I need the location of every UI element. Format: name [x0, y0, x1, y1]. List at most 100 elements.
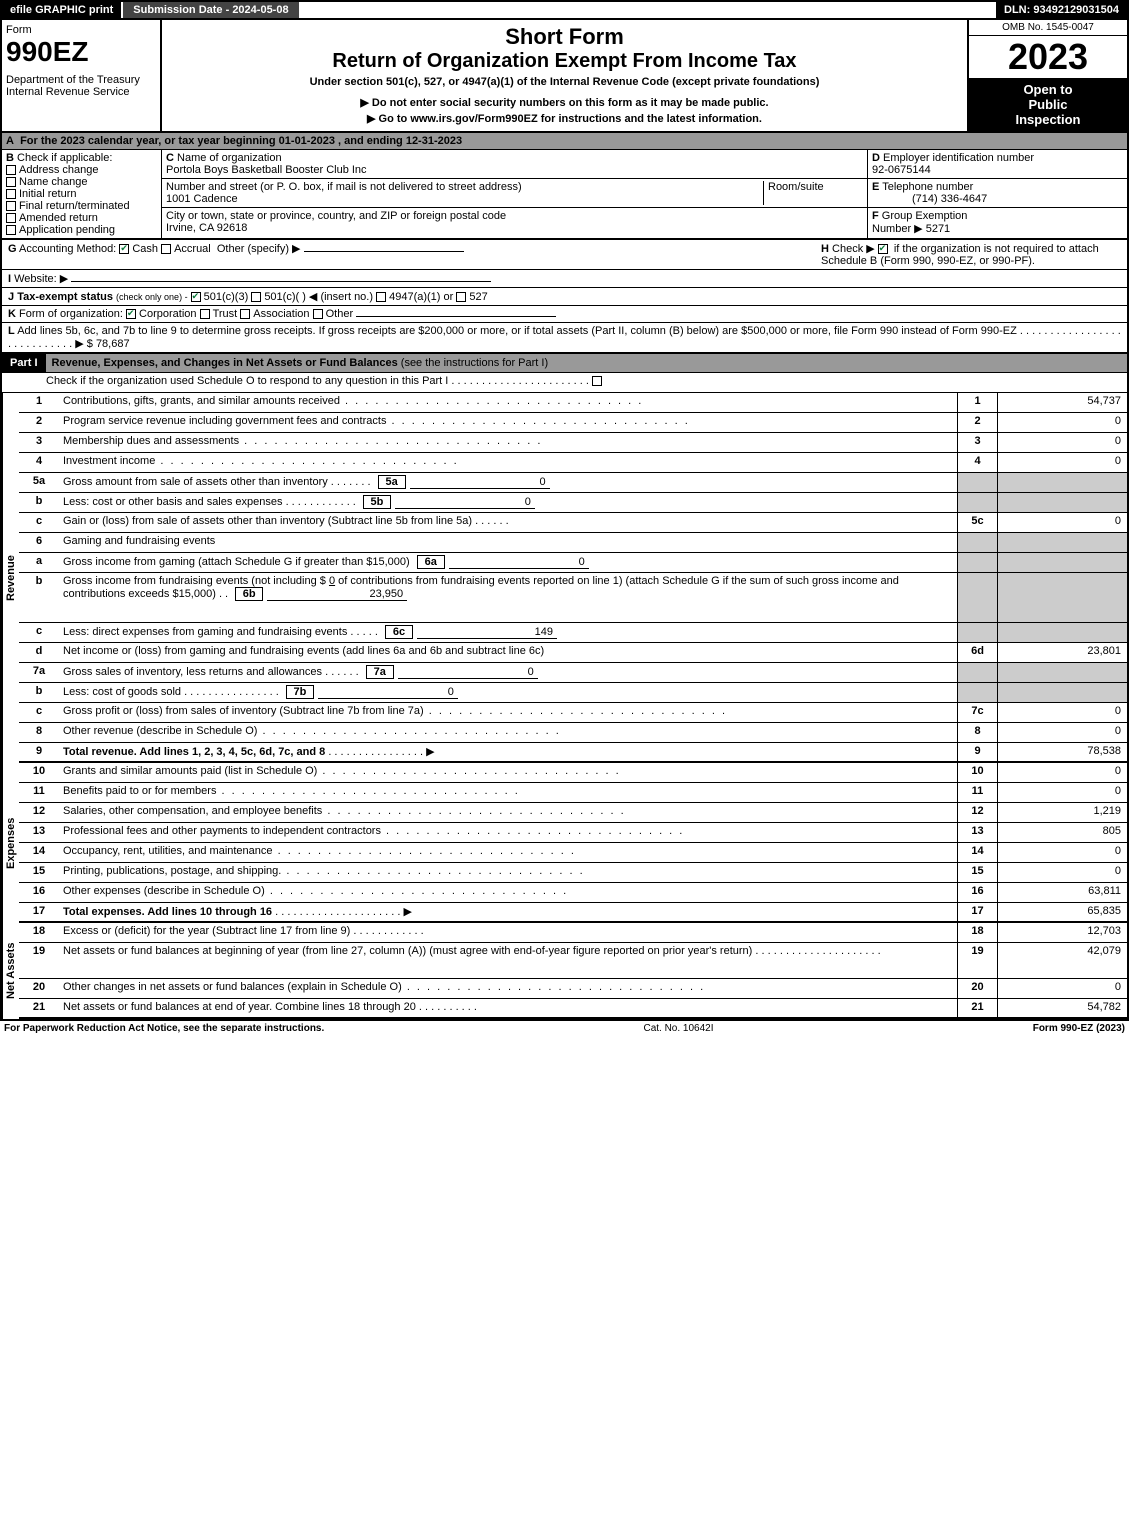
cash-checkbox[interactable]: [119, 244, 129, 254]
address-change-checkbox[interactable]: [6, 165, 16, 175]
final-return-checkbox[interactable]: [6, 201, 16, 211]
line-6b-key: 6b: [235, 587, 263, 601]
accrual-label: Accrual: [174, 243, 211, 255]
line-19-desc: Net assets or fund balances at beginning…: [63, 945, 752, 957]
line-17-amt: 65,835: [997, 903, 1127, 921]
line-6d: dNet income or (loss) from gaming and fu…: [19, 643, 1127, 663]
line-5a-desc: Gross amount from sale of assets other t…: [63, 476, 328, 488]
name-change-label: Name change: [19, 176, 88, 188]
ssn-warning: ▶ Do not enter social security numbers o…: [166, 96, 963, 109]
corporation-checkbox[interactable]: [126, 309, 136, 319]
line-16-amt: 63,811: [997, 883, 1127, 902]
k-label: Form of organization:: [19, 308, 123, 320]
line-2-amt: 0: [997, 413, 1127, 432]
line-20-num: 20: [957, 979, 997, 998]
line-6c-val: 149: [417, 626, 557, 639]
line-6b-val: 23,950: [267, 588, 407, 601]
line-2-desc: Program service revenue including govern…: [63, 415, 386, 427]
goto-link[interactable]: ▶ Go to www.irs.gov/Form990EZ for instru…: [166, 112, 963, 125]
line-18-amt: 12,703: [997, 923, 1127, 942]
other-org-checkbox[interactable]: [313, 309, 323, 319]
d-label: Employer identification number: [883, 152, 1034, 164]
dept-treasury: Department of the Treasury: [6, 74, 156, 86]
line-5c-num: 5c: [957, 513, 997, 532]
other-org-input[interactable]: [356, 316, 556, 317]
line-1: 1Contributions, gifts, grants, and simil…: [19, 393, 1127, 413]
line-6c-desc: Less: direct expenses from gaming and fu…: [63, 626, 347, 638]
line-6d-num: 6d: [957, 643, 997, 662]
association-checkbox[interactable]: [240, 309, 250, 319]
line-18-desc: Excess or (deficit) for the year (Subtra…: [63, 925, 350, 937]
i-label: Website: ▶: [14, 273, 68, 285]
line-15-amt: 0: [997, 863, 1127, 882]
line-8-num: 8: [957, 723, 997, 742]
line-18: 18Excess or (deficit) for the year (Subt…: [19, 923, 1127, 943]
open-to-public: Open to Public Inspection: [969, 78, 1127, 131]
line-6b-desc1: Gross income from fundraising events (no…: [63, 575, 326, 587]
line-3-num: 3: [957, 433, 997, 452]
f-label2: Number ▶: [872, 223, 923, 235]
line-4: 4Investment income40: [19, 453, 1127, 473]
accrual-checkbox[interactable]: [161, 244, 171, 254]
cash-label: Cash: [132, 243, 158, 255]
line-19-amt: 42,079: [997, 943, 1127, 978]
application-pending-checkbox[interactable]: [6, 225, 16, 235]
line-11-num: 11: [957, 783, 997, 802]
initial-return-checkbox[interactable]: [6, 189, 16, 199]
line-8-amt: 0: [997, 723, 1127, 742]
line-6c: cLess: direct expenses from gaming and f…: [19, 623, 1127, 643]
line-7a-desc: Gross sales of inventory, less returns a…: [63, 666, 322, 678]
footer-right: Form 990-EZ (2023): [1033, 1023, 1125, 1034]
line-5b: bLess: cost or other basis and sales exp…: [19, 493, 1127, 513]
open2: Public: [1028, 97, 1067, 112]
501c3-label: 501(c)(3): [204, 291, 249, 303]
efile-print-button[interactable]: efile GRAPHIC print: [2, 2, 121, 18]
527-checkbox[interactable]: [456, 292, 466, 302]
address-change-label: Address change: [19, 164, 99, 176]
line-7a-val: 0: [398, 666, 538, 679]
name-change-checkbox[interactable]: [6, 177, 16, 187]
h-check-label: Check ▶: [832, 243, 875, 255]
street-value: 1001 Cadence: [166, 193, 238, 205]
line-14-desc: Occupancy, rent, utilities, and maintena…: [63, 845, 273, 857]
city-value: Irvine, CA 92618: [166, 222, 247, 234]
final-return-label: Final return/terminated: [19, 200, 130, 212]
line-16-num: 16: [957, 883, 997, 902]
part1-badge: Part I: [2, 354, 46, 372]
line-8: 8Other revenue (describe in Schedule O)8…: [19, 723, 1127, 743]
part1-schedule-o-checkbox[interactable]: [592, 376, 602, 386]
h-checkbox[interactable]: [878, 244, 888, 254]
amended-return-checkbox[interactable]: [6, 213, 16, 223]
line-4-num: 4: [957, 453, 997, 472]
4947-checkbox[interactable]: [376, 292, 386, 302]
part1-check-text: Check if the organization used Schedule …: [46, 375, 448, 387]
trust-checkbox[interactable]: [200, 309, 210, 319]
501c-checkbox[interactable]: [251, 292, 261, 302]
line-5a-key: 5a: [378, 475, 406, 489]
line-6b: bGross income from fundraising events (n…: [19, 573, 1127, 623]
website-input[interactable]: [71, 281, 491, 282]
line-20-desc: Other changes in net assets or fund bala…: [63, 981, 402, 993]
other-specify-input[interactable]: [304, 251, 464, 252]
section-i: I Website: ▶: [2, 270, 1127, 288]
line-21-num: 21: [957, 999, 997, 1017]
line-13-desc: Professional fees and other payments to …: [63, 825, 381, 837]
form-word: Form: [6, 24, 156, 36]
line-21: 21Net assets or fund balances at end of …: [19, 999, 1127, 1019]
line-6d-desc: Net income or (loss) from gaming and fun…: [63, 645, 544, 657]
line-13: 13Professional fees and other payments t…: [19, 823, 1127, 843]
501c3-checkbox[interactable]: [191, 292, 201, 302]
line-5c: cGain or (loss) from sale of assets othe…: [19, 513, 1127, 533]
501c-label: 501(c)( ) ◀ (insert no.): [264, 291, 373, 303]
line-20: 20 Other changes in net assets or fund ba…: [19, 979, 1127, 999]
line-9-desc: Total revenue. Add lines 1, 2, 3, 4, 5c,…: [63, 746, 325, 758]
expenses-vlabel: Expenses: [2, 763, 19, 923]
line-12: 12Salaries, other compensation, and empl…: [19, 803, 1127, 823]
tax-year: 2023: [969, 36, 1127, 78]
line-6-desc: Gaming and fundraising events: [63, 535, 215, 547]
line-19: 19Net assets or fund balances at beginni…: [19, 943, 1127, 979]
line-15-num: 15: [957, 863, 997, 882]
phone-value: (714) 336-4647: [872, 193, 987, 205]
line-7b-key: 7b: [286, 685, 314, 699]
line-17: 17Total expenses. Add lines 10 through 1…: [19, 903, 1127, 923]
